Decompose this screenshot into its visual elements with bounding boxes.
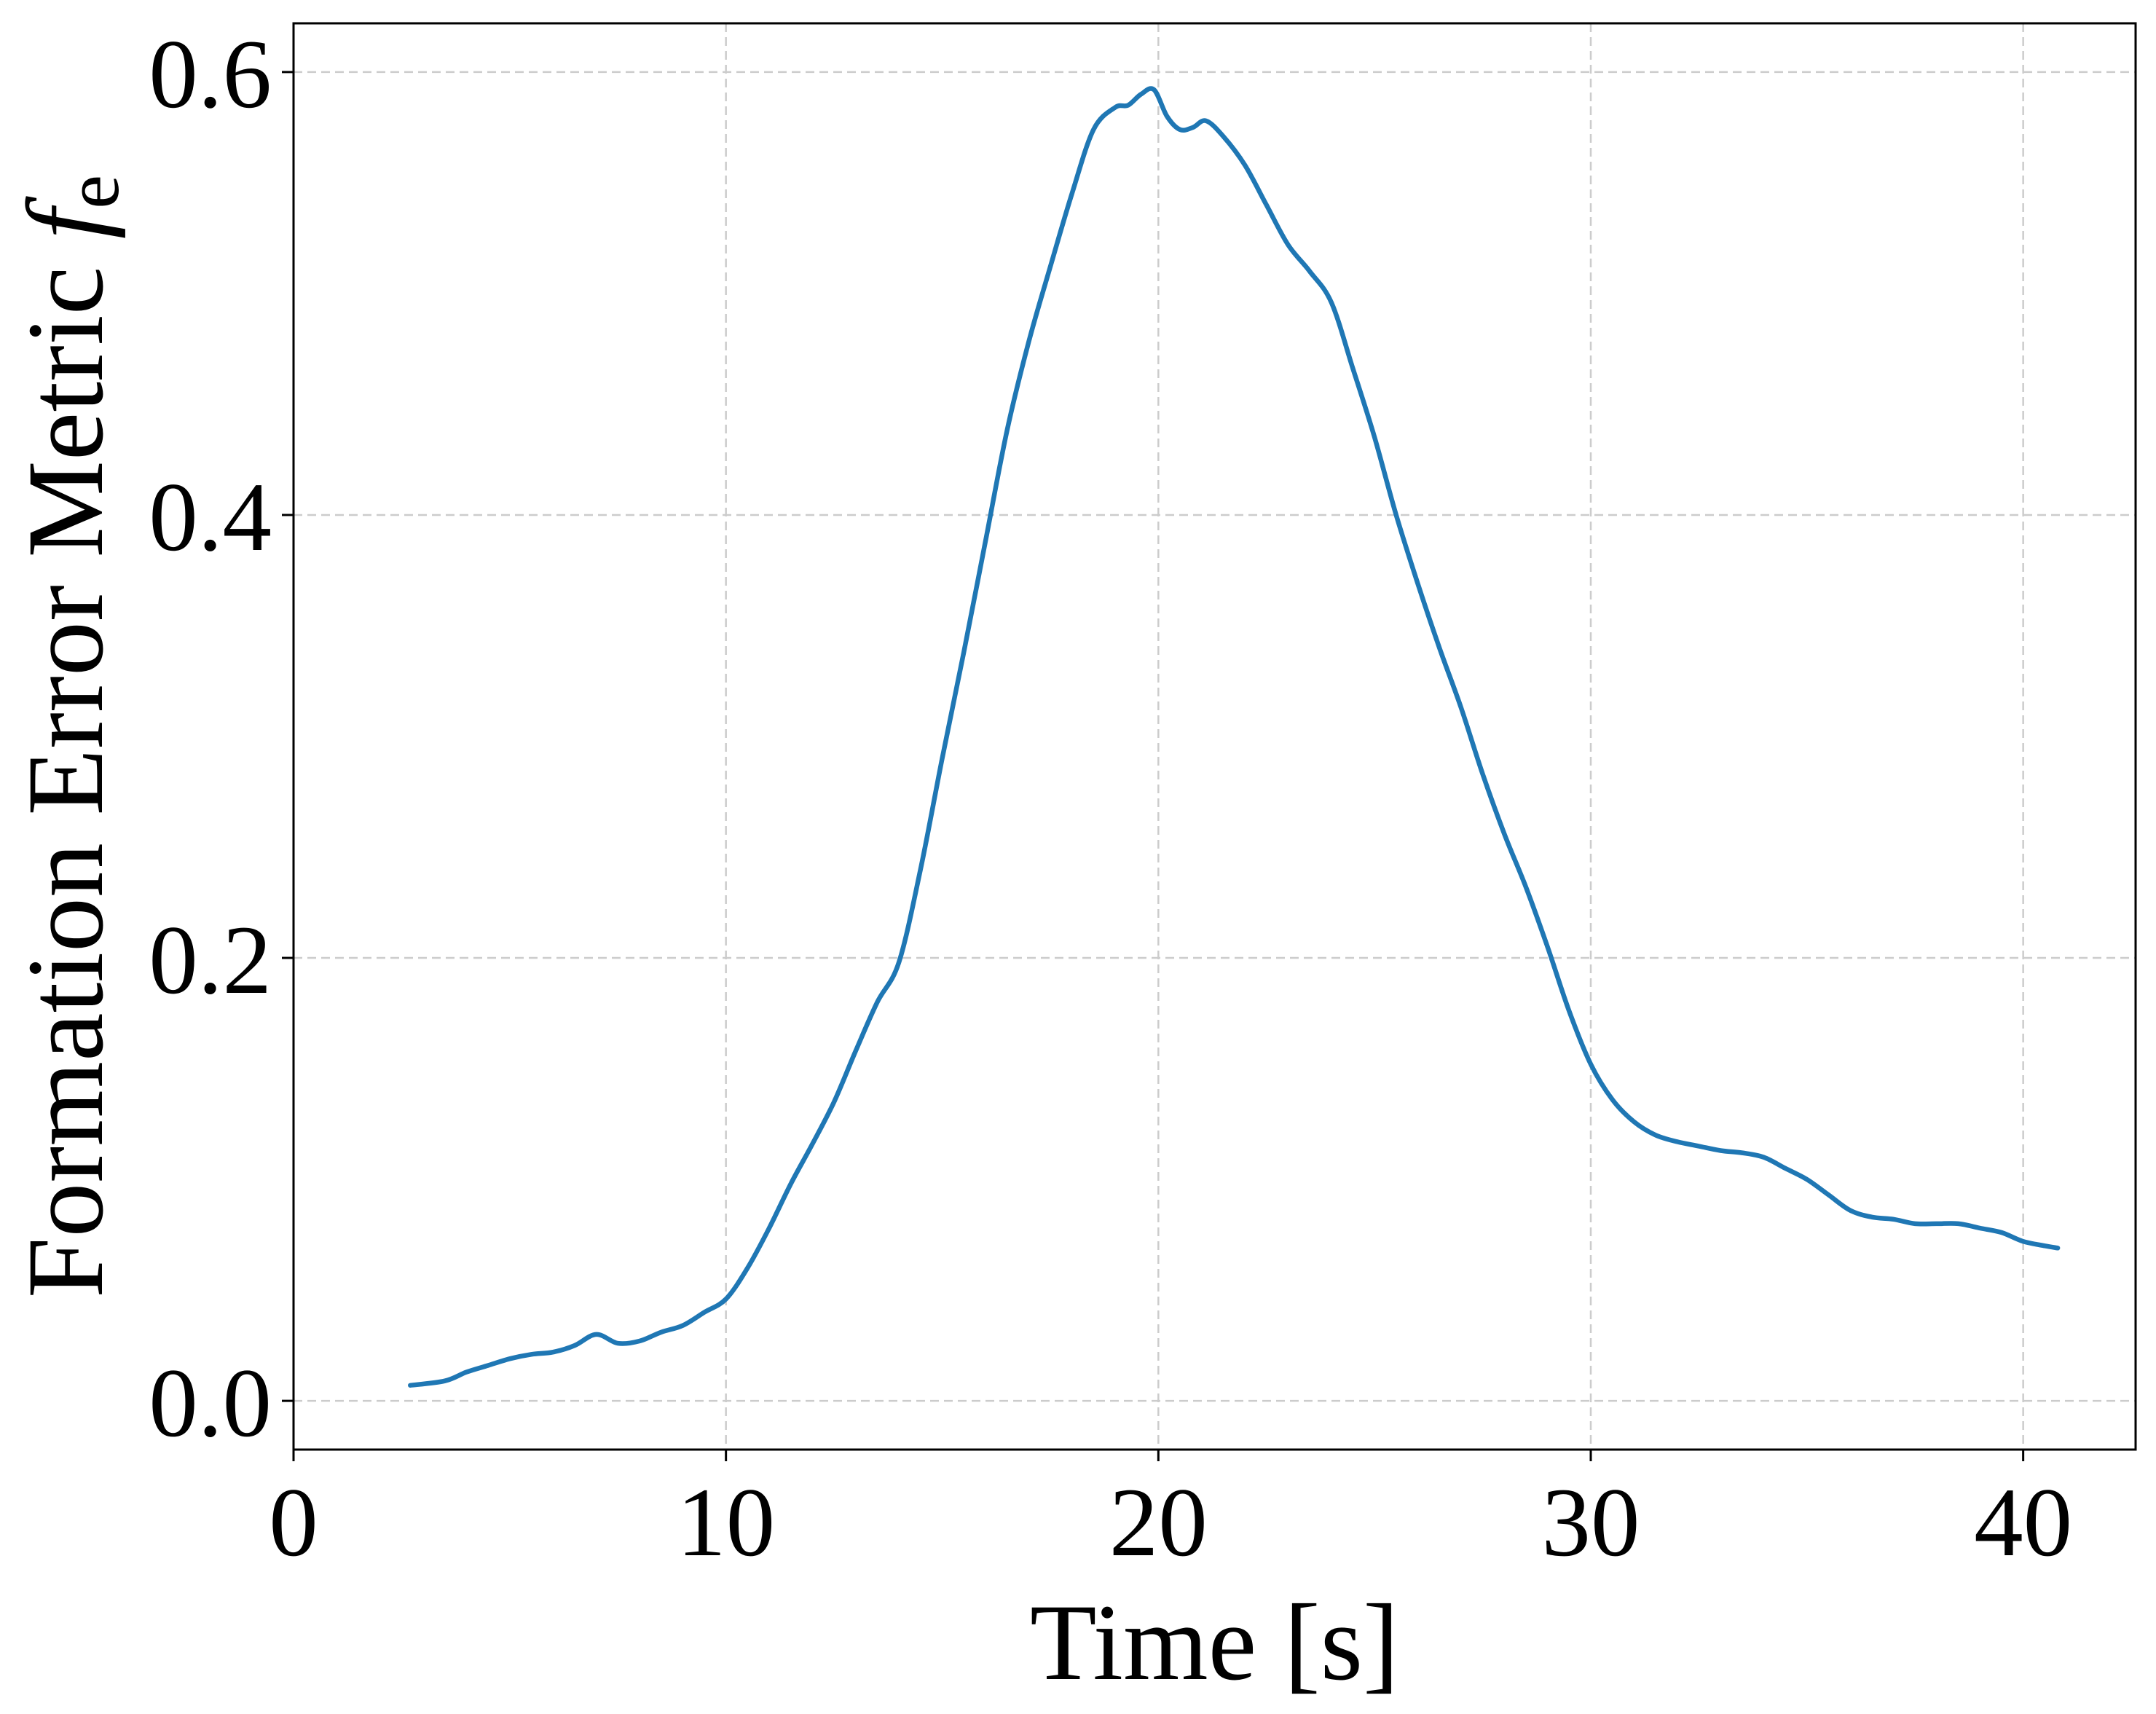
series-layer: [408, 86, 2061, 1388]
x-tick-label: 0: [269, 1469, 318, 1577]
x-axis-label: Time [s]: [1030, 1582, 1399, 1703]
x-tick-label: 10: [677, 1469, 775, 1577]
x-tick-label: 30: [1541, 1469, 1640, 1577]
y-axis-label: Formation Error Metric fe: [5, 175, 135, 1298]
series-line: [408, 86, 2061, 1388]
y-tick-label: 0.6: [149, 20, 272, 129]
y-axis-label-subscript: e: [50, 175, 135, 209]
tick-labels: 0 10 20 30 40 0.0 0.2 0.4 0.6: [149, 20, 2072, 1577]
y-axis-label-text: Formation Error Metric: [5, 239, 126, 1298]
grid: [294, 23, 2136, 1450]
x-tick-label: 20: [1109, 1469, 1208, 1577]
x-tick-label: 40: [1974, 1469, 2072, 1577]
y-tick-label: 0.4: [149, 463, 272, 572]
ticks: [282, 71, 2025, 1461]
plot-frame: [292, 22, 2137, 1451]
y-tick-label: 0.2: [149, 906, 272, 1015]
y-tick-label: 0.0: [149, 1349, 272, 1458]
